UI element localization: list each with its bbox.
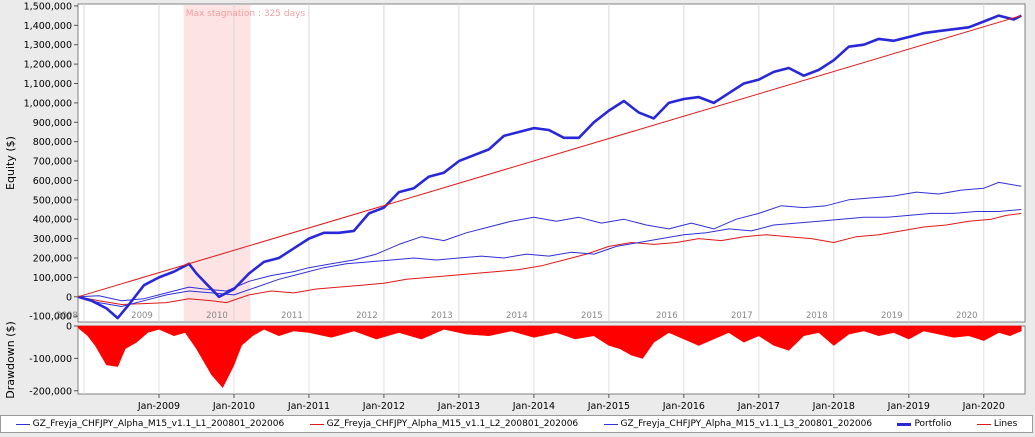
- year-label: 2009: [131, 311, 153, 321]
- drawdown-area: [77, 325, 1022, 389]
- date-tick-label: Jan-2013: [437, 401, 480, 412]
- legend-label: Portfolio: [914, 419, 952, 429]
- year-label: 2017: [731, 311, 753, 321]
- equity-y-tick-label: 500,000: [33, 195, 72, 206]
- equity-y-tick-label: 600,000: [33, 176, 72, 187]
- date-tick-label: Jan-2018: [812, 401, 855, 412]
- year-label: 2018: [806, 311, 828, 321]
- year-label: 2008: [56, 311, 78, 321]
- year-label: 2010: [206, 311, 228, 321]
- max-stagnation-label: Max stagnation : 325 days: [186, 9, 306, 19]
- equity-y-tick-label: 400,000: [33, 215, 72, 226]
- equity-y-tick-label: 1,000,000: [24, 98, 72, 109]
- legend-item-1: GZ_Freyja_CHFJPY_Alpha_M15_v1.1_L1_20080…: [15, 419, 285, 429]
- date-tick-label: Jan-2010: [212, 401, 255, 412]
- equity-y-axis-title: Equity ($): [4, 136, 17, 190]
- equity-y-tick-label: 1,300,000: [24, 40, 72, 51]
- legend-swatch: [897, 422, 912, 426]
- series-line-3: [77, 209, 1022, 307]
- drawdown-y-axis-title: Drawdown ($): [4, 321, 17, 399]
- date-tick-label: Jan-2015: [587, 401, 630, 412]
- year-label: 2014: [506, 311, 528, 321]
- legend-swatch: [309, 423, 324, 425]
- equity-year-labels: 2008 2009 2010 2011 2012 2013 2014 2015 2016 2017…: [56, 311, 977, 321]
- series-line-2: [77, 212, 1022, 305]
- year-label: 2015: [581, 311, 603, 321]
- date-tick-label: Jan-2012: [362, 401, 405, 412]
- date-tick-label: Jan-2011: [287, 401, 330, 412]
- equity-panel: 2008 2009 2010 2011 2012 2013 2014 2015 2016 2017…: [4, 1, 1026, 323]
- date-tick-label: Jan-2009: [137, 401, 180, 412]
- date-tick-label: Jan-2017: [737, 401, 780, 412]
- series-line-1: [77, 181, 1022, 302]
- legend-item-3: GZ_Freyja_CHFJPY_Alpha_M15_v1.1_L3_20080…: [603, 419, 873, 429]
- legend-item-4: Portfolio: [897, 419, 951, 429]
- date-tick-label: Jan-2014: [512, 401, 555, 412]
- year-label: 2019: [881, 311, 903, 321]
- equity-series-lines: [77, 14, 1022, 320]
- legend-swatch: [15, 423, 30, 425]
- drawdown-y-tick-label: 0: [66, 322, 72, 333]
- drawdown-y-tick-label: -200,000: [29, 386, 72, 397]
- year-label: 2020: [956, 311, 978, 321]
- equity-y-tick-label: 1,100,000: [24, 79, 72, 90]
- year-label: 2011: [281, 311, 303, 321]
- legend-label: GZ_Freyja_CHFJPY_Alpha_M15_v1.1_L3_20080…: [620, 419, 873, 429]
- drawdown-y-tick-label: -100,000: [29, 354, 72, 365]
- legend-item-2: GZ_Freyja_CHFJPY_Alpha_M15_v1.1_L2_20080…: [309, 419, 579, 429]
- equity-y-tick-label: -100,000: [29, 312, 72, 323]
- date-tick-label: Jan-2020: [962, 401, 1005, 412]
- date-tick-label: Jan-2016: [662, 401, 705, 412]
- max-stagnation-band: [183, 5, 251, 321]
- equity-y-tick-label: 0: [66, 292, 72, 303]
- drawdown-panel: 0 -100,000 -200,000 Drawdown ($): [4, 321, 1026, 399]
- equity-y-tick-label: 1,500,000: [24, 1, 72, 12]
- series-line-5: [77, 15, 1022, 298]
- equity-y-tick-label: 700,000: [33, 157, 72, 168]
- equity-y-tick-label: 1,400,000: [24, 21, 72, 32]
- drawdown-fill: [77, 325, 1022, 389]
- year-label: 2012: [356, 311, 378, 321]
- equity-grid: [83, 4, 985, 322]
- legend-label: GZ_Freyja_CHFJPY_Alpha_M15_v1.1_L1_20080…: [32, 419, 285, 429]
- legend-swatch: [603, 423, 618, 425]
- drawdown-y-axis: 0 -100,000 -200,000: [29, 322, 78, 397]
- legend-swatch: [976, 423, 991, 425]
- year-label: 2013: [431, 311, 453, 321]
- equity-y-tick-label: 1,200,000: [24, 60, 72, 71]
- date-tick-label: Jan-2019: [887, 401, 930, 412]
- equity-y-tick-label: 200,000: [33, 254, 72, 265]
- equity-y-tick-label: 300,000: [33, 234, 72, 245]
- legend-label: Lines: [993, 419, 1018, 429]
- equity-y-axis: -100,000 0 100,000 200,000 300,000 400,000 500…: [24, 1, 78, 323]
- equity-y-tick-label: 800,000: [33, 137, 72, 148]
- date-axis: Jan-2009 Jan-2010 Jan-2011 Jan-2012 Jan-2013…: [137, 394, 1005, 412]
- legend-label: GZ_Freyja_CHFJPY_Alpha_M15_v1.1_L2_20080…: [326, 419, 579, 429]
- legend: GZ_Freyja_CHFJPY_Alpha_M15_v1.1_L1_20080…: [0, 415, 1033, 433]
- legend-item-5: Lines: [976, 419, 1018, 429]
- series-line-4: [77, 14, 1022, 320]
- equity-y-tick-label: 900,000: [33, 118, 72, 129]
- equity-y-tick-label: 100,000: [33, 273, 72, 284]
- year-label: 2016: [656, 311, 678, 321]
